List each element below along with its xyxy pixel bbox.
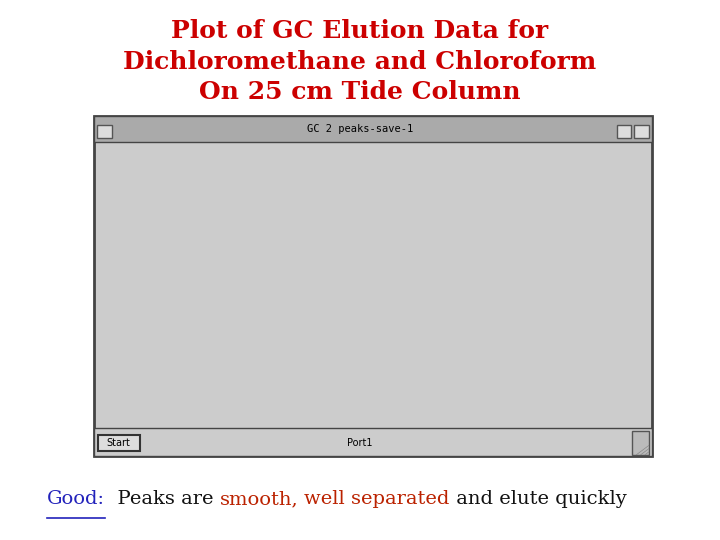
- Text: and elute quickly: and elute quickly: [450, 490, 626, 509]
- Text: Start: Start: [107, 438, 131, 448]
- X-axis label: Time (seconds): Time (seconds): [350, 435, 429, 445]
- Text: Good:: Good:: [47, 490, 105, 509]
- Bar: [94, 116, 652, 142]
- Y-axis label: ⇓Port1 (volts)⇑: ⇓Port1 (volts)⇑: [115, 245, 125, 320]
- Bar: [634, 125, 649, 138]
- Bar: [97, 125, 112, 138]
- Text: Port1: Port1: [347, 438, 373, 448]
- Bar: [94, 428, 652, 456]
- Bar: [98, 435, 140, 451]
- Text: Plot of GC Elution Data for
Dichloromethane and Chloroform
On 25 cm Tide Column: Plot of GC Elution Data for Dichlorometh…: [123, 19, 597, 104]
- Text: Peaks are: Peaks are: [105, 490, 220, 509]
- Text: GC 2 peaks-save-1: GC 2 peaks-save-1: [307, 124, 413, 134]
- Bar: [94, 116, 652, 456]
- Bar: [617, 125, 631, 138]
- Text: smooth,: smooth,: [220, 490, 298, 509]
- Bar: [632, 431, 649, 455]
- Text: well separated: well separated: [305, 490, 450, 509]
